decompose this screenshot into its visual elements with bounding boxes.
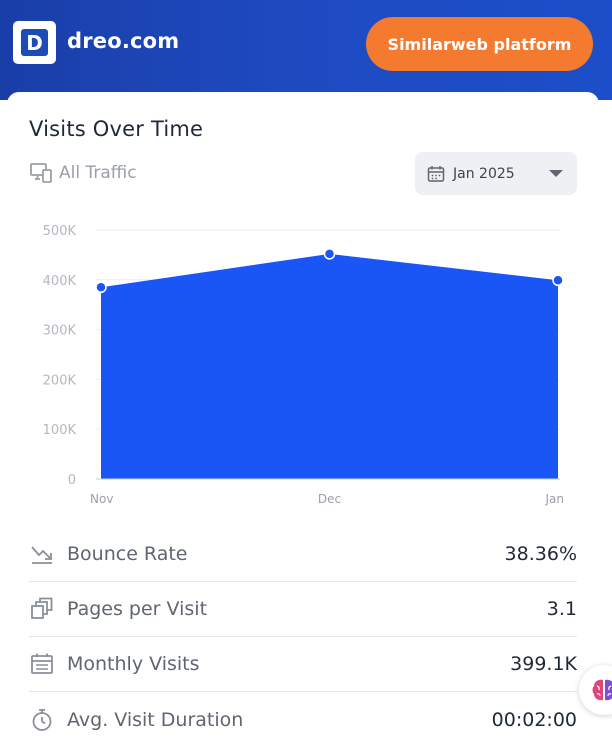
metric-row: Bounce Rate 38.36%: [29, 527, 577, 582]
bounce-icon: [29, 541, 55, 567]
date-select-label: Jan 2025: [453, 165, 515, 182]
chevron-down-icon: [549, 170, 563, 177]
x-tick-label: Nov: [90, 492, 113, 506]
x-tick-label: Dec: [318, 492, 341, 506]
y-tick-label: 300K: [43, 324, 77, 339]
x-tick-label: Jan: [545, 492, 565, 506]
metric-value: 399.1K: [510, 653, 577, 675]
metric-label: Pages per Visit: [67, 598, 208, 620]
metric-value: 38.36%: [504, 543, 577, 565]
header-bar: D dreo.com Similarweb platform: [0, 0, 612, 100]
logo-letter: D: [21, 29, 48, 56]
visits-chart: 500K 400K 300K 200K 100K 0 Nov Dec Jan: [43, 224, 565, 506]
metric-label: Bounce Rate: [67, 543, 188, 565]
metric-label: Monthly Visits: [67, 653, 200, 675]
y-tick-label: 200K: [43, 373, 77, 388]
stopwatch-icon: [29, 707, 55, 733]
assistant-button[interactable]: [579, 665, 612, 715]
metric-value: 3.1: [546, 598, 577, 620]
y-tick-label: 500K: [43, 224, 77, 239]
metric-row: Avg. Visit Duration 00:02:00: [29, 692, 577, 747]
traffic-filter[interactable]: All Traffic: [29, 160, 137, 186]
site-logo: D: [13, 21, 56, 64]
brain-icon: [592, 679, 612, 701]
traffic-filter-label: All Traffic: [59, 163, 137, 183]
metrics-list: Bounce Rate 38.36% Pages per Visit 3.1 M…: [29, 527, 577, 747]
pages-icon: [29, 596, 55, 622]
metric-value: 00:02:00: [491, 708, 577, 731]
y-tick-label: 100K: [43, 423, 77, 438]
data-point: [323, 248, 336, 260]
card-title: Visits Over Time: [29, 117, 204, 141]
site-name: dreo.com: [67, 29, 180, 53]
visits-area: [101, 253, 558, 479]
devices-icon: [30, 163, 52, 183]
y-tick-label: 0: [68, 473, 76, 488]
similarweb-platform-button[interactable]: Similarweb platform: [366, 17, 593, 71]
data-point: [552, 274, 564, 286]
date-select[interactable]: Jan 2025: [415, 152, 577, 195]
metric-label: Avg. Visit Duration: [67, 708, 244, 731]
metric-row: Monthly Visits 399.1K: [29, 637, 577, 692]
calendar-icon: [29, 651, 55, 677]
metric-row: Pages per Visit 3.1: [29, 582, 577, 637]
calendar-icon: [427, 165, 445, 182]
data-point: [95, 281, 107, 294]
y-tick-label: 400K: [43, 274, 77, 289]
